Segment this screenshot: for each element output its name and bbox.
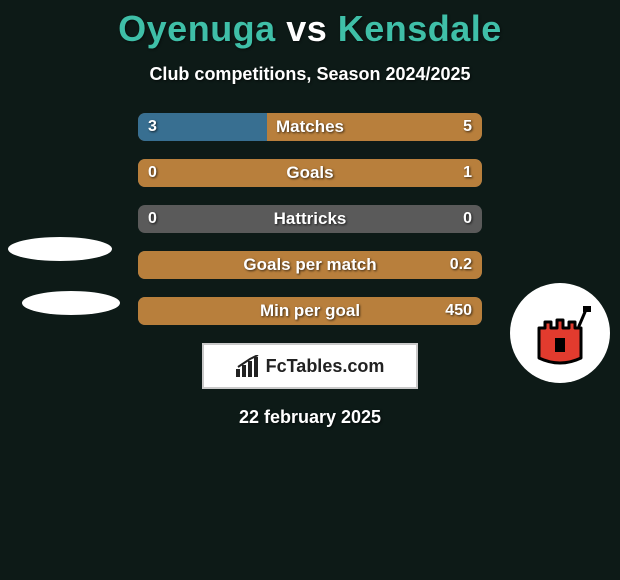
- stat-label: Matches: [138, 113, 482, 141]
- brand-box: FcTables.com: [202, 343, 418, 389]
- brand-text: FcTables.com: [266, 356, 385, 377]
- stat-label: Goals per match: [138, 251, 482, 279]
- stat-row: Goals per match0.2: [138, 251, 482, 279]
- stat-right-value: 0: [463, 205, 472, 233]
- title-part: Oyenuga: [118, 8, 276, 49]
- stat-row: 0Hattricks0: [138, 205, 482, 233]
- stat-right-value: 0.2: [450, 251, 472, 279]
- stat-row: 0Goals1: [138, 159, 482, 187]
- stat-right-value: 5: [463, 113, 472, 141]
- stats-area: 3Matches50Goals10Hattricks0Goals per mat…: [0, 113, 620, 325]
- stat-right-value: 1: [463, 159, 472, 187]
- castle-icon: [525, 298, 595, 368]
- brand-icon: [236, 355, 262, 377]
- comparison-title: Oyenuga vs Kensdale: [0, 0, 620, 50]
- stat-label: Hattricks: [138, 205, 482, 233]
- stat-label: Goals: [138, 159, 482, 187]
- team-left-ellipse: [22, 291, 120, 315]
- team-right-logo: [510, 283, 610, 383]
- title-part: vs: [276, 8, 338, 49]
- team-left-ellipse: [8, 237, 112, 261]
- stat-label: Min per goal: [138, 297, 482, 325]
- title-part: Kensdale: [338, 8, 502, 49]
- date-text: 22 february 2025: [0, 407, 620, 428]
- stat-row: Min per goal450: [138, 297, 482, 325]
- stat-right-value: 450: [445, 297, 472, 325]
- subtitle: Club competitions, Season 2024/2025: [0, 64, 620, 85]
- stat-row: 3Matches5: [138, 113, 482, 141]
